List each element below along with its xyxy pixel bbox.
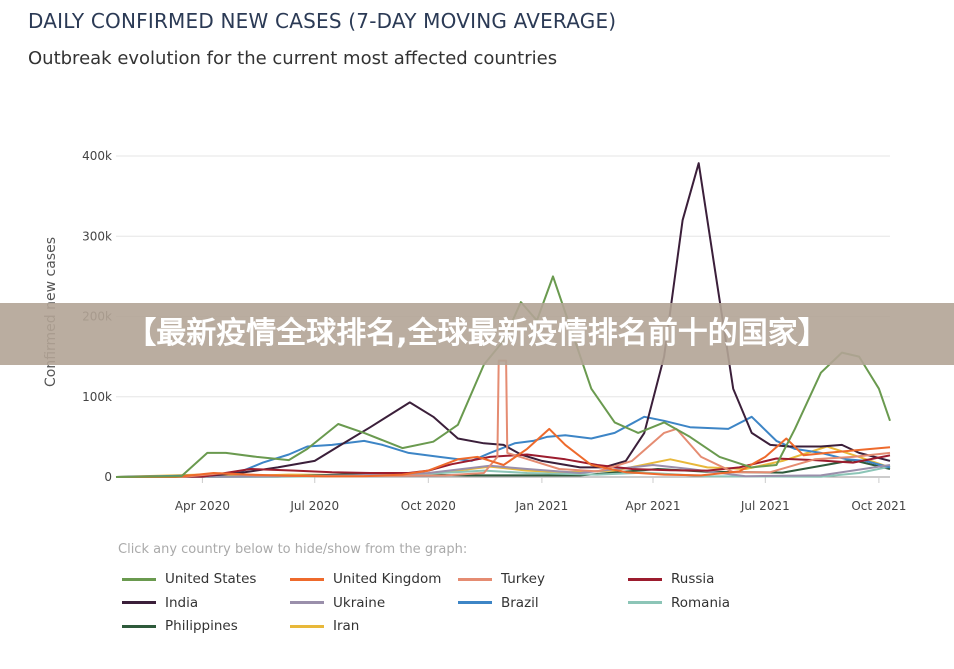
series-line-india (115, 162, 891, 478)
legend-swatch (290, 624, 324, 628)
x-tick-label: Apr 2020 (175, 499, 230, 513)
legend-label: Russia (671, 571, 715, 587)
x-tick-label: Apr 2021 (625, 499, 680, 513)
legend-swatch (628, 601, 662, 604)
x-tick-label: Jul 2021 (740, 499, 790, 513)
chart-title: DAILY CONFIRMED NEW CASES (7-DAY MOVING … (28, 9, 617, 33)
legend-item-ukraine[interactable]: Ukraine (290, 595, 385, 611)
legend-label: United Kingdom (333, 571, 442, 587)
overlay-banner: 【最新疫情全球排名,全球最新疫情排名前十的国家】 (0, 303, 954, 365)
legend-label: Iran (333, 618, 360, 634)
series-line-united-states (115, 275, 891, 478)
series-line-brazil (115, 415, 891, 478)
legend-item-russia[interactable]: Russia (628, 571, 714, 587)
y-tick-label: 400k (82, 149, 112, 163)
legend-label: Ukraine (333, 594, 386, 611)
legend-swatch (122, 601, 156, 604)
legend-item-romania[interactable]: Romania (628, 595, 730, 611)
legend-swatch (458, 601, 492, 604)
legend-label: United States (165, 571, 257, 587)
x-tick-label: Oct 2020 (401, 499, 456, 513)
chart-subtitle: Outbreak evolution for the current most … (28, 48, 558, 69)
legend-swatch (122, 624, 156, 628)
legend-item-turkey[interactable]: Turkey (458, 571, 545, 587)
legend-label: Brazil (501, 594, 539, 611)
series-line-russia (115, 453, 891, 478)
legend-label: India (165, 594, 199, 611)
x-tick-label: Jul 2020 (289, 499, 339, 513)
legend-item-united-states[interactable]: United States (122, 571, 256, 587)
legend-swatch (290, 601, 324, 604)
series-line-united-kingdom (116, 427, 891, 478)
y-tick-label: 300k (82, 229, 112, 243)
legend-label: Turkey (501, 571, 545, 587)
x-tick-label: Jan 2021 (514, 499, 568, 513)
y-tick-label: 100k (82, 390, 112, 404)
legend-item-iran[interactable]: Iran (290, 618, 359, 634)
legend-swatch (290, 577, 324, 581)
legend-label: Romania (671, 594, 731, 611)
legend-item-brazil[interactable]: Brazil (458, 595, 539, 611)
y-tick-label: 0 (104, 470, 112, 484)
x-tick-label: Oct 2021 (851, 499, 906, 513)
legend-label: Philippines (165, 618, 238, 634)
legend-item-united-kingdom[interactable]: United Kingdom (290, 571, 441, 587)
legend-swatch (628, 577, 662, 581)
legend-swatch (458, 577, 492, 581)
legend-item-india[interactable]: India (122, 595, 198, 611)
legend-item-philippines[interactable]: Philippines (122, 618, 238, 634)
legend-swatch (122, 577, 156, 581)
legend-hint: Click any country below to hide/show fro… (118, 542, 468, 557)
